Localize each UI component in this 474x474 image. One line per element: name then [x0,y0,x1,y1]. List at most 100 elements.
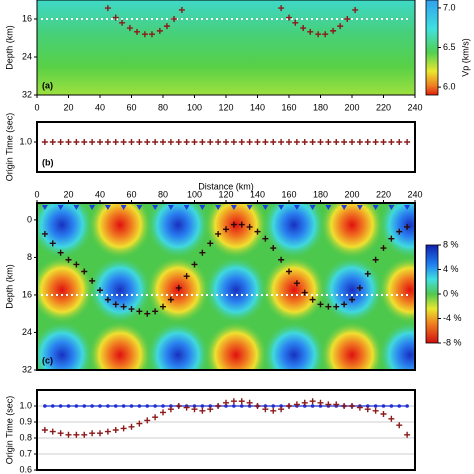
anomaly [88,203,152,259]
colorbar-tick-label: -4 % [443,313,462,323]
cross-point [178,6,185,13]
cross-point [175,139,182,145]
anomaly [37,203,94,259]
y-tick-label: 0.7 [19,448,32,458]
cross-point [404,223,411,230]
point [43,404,47,408]
plot-frame [36,0,416,96]
cross-point [349,139,355,145]
anomaly [37,256,94,324]
cross-point [207,139,214,145]
cross-point [152,414,159,421]
cross-point [97,430,103,437]
colorbar-tick-label: 6.5 [443,42,456,52]
cross-point [349,403,355,409]
cross-point [175,403,182,409]
point [58,404,63,408]
cross-point [148,31,155,38]
cross-point [246,223,253,230]
cross-point [380,411,387,417]
cross-point [388,139,395,145]
cross-point [286,403,292,409]
point [161,404,165,408]
cross-point [73,431,80,438]
point [113,404,118,408]
cross-point [278,256,285,263]
cross-point [49,139,56,145]
x-tick-label: 200 [344,102,359,112]
station [183,205,190,210]
point [302,404,307,408]
cross-point [325,303,332,310]
cross-point [89,139,96,145]
colorbar-tick-label: -8 % [443,337,462,347]
cross-point [112,14,119,21]
cross-point [191,139,198,145]
cross-point [270,407,277,414]
cross-point [270,245,277,252]
cross-point [307,28,314,35]
cross-point [309,139,316,145]
cross-point [286,14,292,21]
cross-point [160,139,166,145]
point [373,404,378,408]
station [309,205,316,210]
x-tick-label: 80 [158,189,168,199]
cross-point [65,139,72,145]
station [230,205,237,210]
cross-point [301,139,308,145]
cross-point [128,139,135,145]
colorbar-tick-label: 0 % [443,288,459,298]
anomaly [204,203,268,259]
anomaly [88,321,152,370]
cross-point [301,399,308,406]
cross-point [330,27,337,34]
cross-point [317,139,324,145]
cross-point [73,261,80,268]
cross-point [163,23,170,30]
y-tick-label: 0.9 [19,416,32,426]
x-tick-label: 140 [250,102,265,112]
cross-point [104,5,111,12]
cross-point [112,301,119,308]
x-tick-label: 40 [95,189,105,199]
point [192,404,197,408]
cross-point [262,406,269,413]
point [405,404,409,408]
cross-point [337,23,344,30]
cross-point [104,428,111,435]
station [325,205,332,210]
cross-point [380,245,387,252]
y-axis-label: Origin Time (sec) [4,113,14,182]
y-tick-label: 24 [22,51,32,61]
cross-point [356,404,363,411]
cross-point [223,139,229,145]
plain-background [37,122,415,172]
station [57,205,64,210]
cross-point [207,240,214,247]
cross-point [104,296,111,303]
colorbar-tick-label: 7.0 [443,2,456,12]
cross-point [199,139,206,145]
x-axis-label: Distance (km) [198,181,254,191]
cross-point [238,398,245,405]
point [318,404,323,408]
panel-label: (b) [42,157,54,167]
cross-point [254,228,261,235]
anomaly [378,256,415,324]
plot-frame [36,389,416,471]
cross-point [167,139,174,145]
point [381,404,386,408]
cross-point [404,431,411,438]
cross-point [333,139,340,145]
cross-point [238,221,245,228]
station [167,205,174,210]
cross-point [144,310,151,317]
cross-point [309,296,316,303]
cross-point [254,139,261,145]
y-tick-label: 0.8 [19,432,32,442]
cross-point [152,139,159,145]
cross-point [199,407,206,414]
cross-point [128,423,135,430]
